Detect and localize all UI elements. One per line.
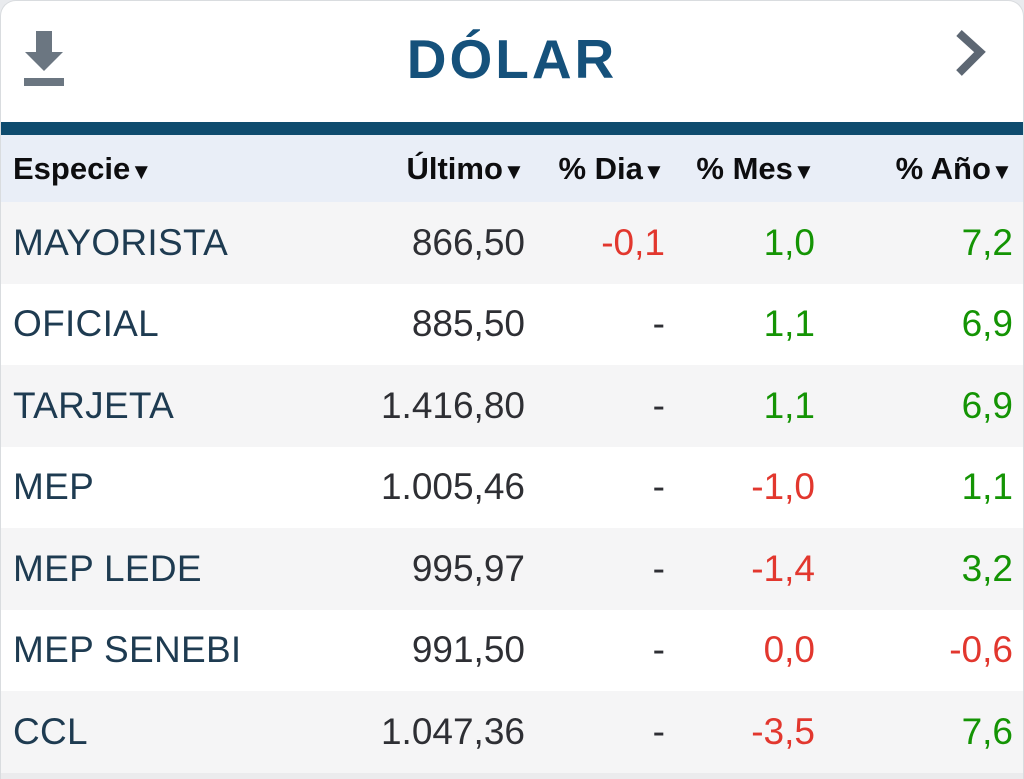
anio-cell: 1,1 [961, 466, 1013, 508]
next-button[interactable] [951, 27, 989, 79]
table-row[interactable]: TARJETA 1.416,80 - 1,1 6,9 [1, 365, 1023, 447]
bottom-edge [1, 772, 1023, 779]
download-icon [22, 31, 66, 92]
download-button[interactable] [22, 31, 66, 89]
ultimo-cell: 1.416,80 [380, 384, 525, 426]
anio-cell: 7,2 [961, 221, 1013, 263]
table-row[interactable]: MEP 1.005,46 - -1,0 1,1 [1, 446, 1023, 528]
sort-desc-icon: ▼ [642, 158, 665, 184]
dia-cell: - [652, 466, 665, 508]
table-body: MAYORISTA 866,50 -0,1 1,0 7,2 OFICIAL 885,50-1… [1, 202, 1023, 773]
column-label: % Dia [558, 150, 643, 186]
especie-cell: MEP LEDE [13, 547, 202, 589]
ultimo-cell: 1.047,36 [380, 710, 525, 752]
especie-cell: MEP SENEBI [13, 629, 242, 671]
divider-bar [1, 122, 1023, 135]
sort-desc-icon: ▼ [502, 158, 525, 184]
ultimo-cell: 1.005,46 [380, 466, 525, 508]
column-label: Último [406, 150, 503, 186]
dia-cell: - [652, 384, 665, 426]
especie-cell: CCL [13, 710, 88, 752]
page-title: DÓLAR [406, 27, 618, 90]
chevron-right-icon [951, 30, 989, 82]
table-row[interactable]: MEP SENEBI 991,50 - 0,0 -0,6 [1, 609, 1023, 691]
mes-cell: 1,1 [763, 303, 815, 345]
sort-desc-icon: ▼ [130, 158, 153, 184]
ultimo-cell: 991,50 [411, 629, 525, 671]
ultimo-cell: 866,50 [411, 221, 525, 263]
mes-cell: -3,5 [751, 710, 815, 752]
anio-cell: 3,2 [961, 547, 1013, 589]
widget-header: DÓLAR [1, 1, 1023, 122]
table-row[interactable]: MEP LEDE 995,97 - -1,4 3,2 [1, 528, 1023, 610]
dia-cell: - [652, 710, 665, 752]
anio-cell: 6,9 [961, 303, 1013, 345]
anio-cell: 6,9 [961, 384, 1013, 426]
column-header-ultimo[interactable]: Último▼ [365, 151, 525, 187]
dia-cell: - [652, 547, 665, 589]
dia-cell: -0,1 [601, 221, 665, 263]
especie-cell: OFICIAL [13, 303, 160, 345]
column-header-especie[interactable]: Especie▼ [13, 151, 365, 187]
anio-cell: -0,6 [949, 629, 1013, 671]
ultimo-cell: 995,97 [411, 547, 525, 589]
anio-cell: 7,6 [961, 710, 1013, 752]
mes-cell: -1,4 [751, 547, 815, 589]
mes-cell: 1,1 [763, 384, 815, 426]
column-label: Especie [13, 150, 131, 186]
especie-cell: TARJETA [13, 384, 175, 426]
column-header-dia[interactable]: % Dia▼ [525, 151, 665, 187]
column-label: % Año [895, 150, 991, 186]
table-row[interactable]: CCL 1.047,36 - -3,5 7,6 [1, 691, 1023, 773]
column-header-mes[interactable]: % Mes▼ [665, 151, 815, 187]
sort-desc-icon: ▼ [792, 158, 815, 184]
ultimo-cell: 885,50 [411, 303, 525, 345]
especie-cell: MAYORISTA [13, 221, 229, 263]
mes-cell: -1,0 [751, 466, 815, 508]
mes-cell: 0,0 [763, 629, 815, 671]
column-header-anio[interactable]: % Año▼ [815, 151, 1013, 187]
table-row[interactable]: MAYORISTA 866,50 -0,1 1,0 7,2 [1, 202, 1023, 284]
sort-desc-icon: ▼ [990, 158, 1013, 184]
table-row[interactable]: OFICIAL 885,50 - 1,1 6,9 [1, 283, 1023, 365]
especie-cell: MEP [13, 466, 95, 508]
dia-cell: - [652, 629, 665, 671]
dia-cell: - [652, 303, 665, 345]
mes-cell: 1,0 [763, 221, 815, 263]
column-label: % Mes [696, 150, 793, 186]
table-header-row: Especie▼ Último▼ % Dia▼ % Mes▼ % Año▼ [1, 135, 1023, 202]
